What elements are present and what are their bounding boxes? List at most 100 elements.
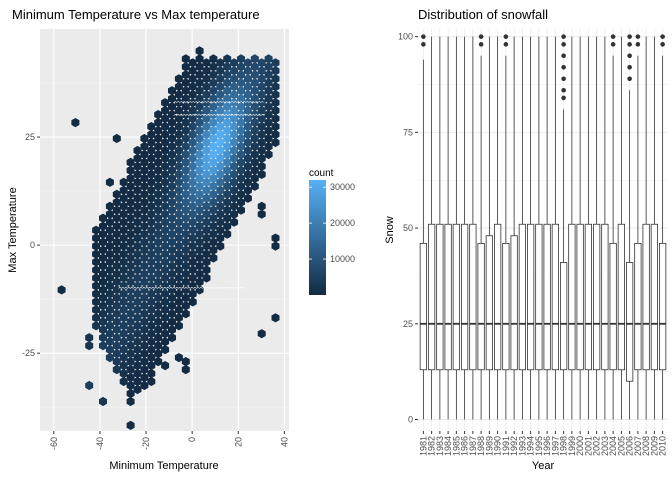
- hexbin-cell: [126, 309, 135, 319]
- hexbin-cell: [202, 106, 211, 116]
- hexbin-cell: [105, 241, 114, 251]
- hexbin-cell: [147, 297, 156, 307]
- hexbin-cell: [237, 173, 245, 183]
- boxplot-x-tick-label: 2005: [616, 436, 626, 456]
- boxplot-x-tick-label: 1996: [542, 436, 552, 456]
- hexbin-cell: [126, 181, 135, 191]
- hexbin-cell: [202, 265, 211, 275]
- hexbin-cell: [112, 293, 121, 303]
- hexbin-cell: [112, 277, 121, 287]
- hexbin-cell: [264, 126, 273, 136]
- box-outlier-point: [503, 42, 509, 47]
- hexbin-cell: [140, 173, 149, 183]
- hexbin-cell: [168, 261, 176, 271]
- hexbin-cell: [161, 106, 170, 116]
- hexbin-cell: [209, 157, 218, 167]
- hexbin-cell: [154, 189, 163, 199]
- hexbin-cell: [119, 369, 128, 379]
- hexbin-cell: [223, 157, 232, 167]
- hexbin-cell: [188, 289, 197, 299]
- hexbin-cell: [216, 169, 225, 179]
- hexbin-cell: [250, 70, 259, 80]
- hexbin-cell: [133, 233, 142, 243]
- boxplot-x-tick-label: 2001: [583, 436, 593, 456]
- hexbin-cell: [92, 305, 101, 315]
- hexbin-cell: [147, 257, 156, 267]
- hexbin-cell: [188, 145, 197, 156]
- hexbin-cell: [181, 118, 190, 128]
- hexbin-cell: [147, 289, 156, 299]
- hexbin-cell: [168, 110, 176, 120]
- hexbin-cell: [188, 241, 197, 251]
- box-outlier-point: [503, 34, 509, 39]
- hexbin-cell: [133, 177, 142, 187]
- hexbin-cell: [223, 118, 232, 128]
- hexbin-x-tick-label: -40: [95, 437, 105, 450]
- boxplot-x-tick-label: 2010: [658, 436, 668, 456]
- hexbin-cell: [181, 62, 190, 72]
- hexbin-cell: [174, 225, 183, 235]
- hexbin-cell: [257, 114, 266, 124]
- hexbin-cell: [147, 265, 156, 275]
- hexbin-cell: [133, 257, 142, 267]
- hexbin-cell: [126, 333, 135, 343]
- hexbin-cell: [250, 118, 259, 128]
- hexbin-cell: [181, 157, 190, 167]
- hexbin-cell: [271, 122, 280, 132]
- hexbin-cell: [195, 277, 204, 287]
- boxplot-x-tick-label: 1999: [567, 436, 577, 456]
- hexbin-cell: [112, 317, 121, 327]
- hexbin-cell: [195, 126, 204, 136]
- hexbin-x-tick-label: 40: [279, 437, 289, 447]
- boxplot-x-tick-label: 1998: [559, 436, 569, 456]
- hexbin-cell: [168, 94, 176, 104]
- hexbin-cell: [243, 153, 252, 163]
- hexbin-cell: [161, 201, 170, 211]
- hexbin-cell: [195, 165, 204, 175]
- hexbin-cell: [105, 233, 114, 243]
- boxplot-x-tick-label: 1997: [550, 436, 560, 456]
- hexbin-cell: [168, 277, 176, 287]
- hexbin-cell: [119, 361, 128, 371]
- hexbin-cell: [57, 285, 66, 295]
- hexbin-cell: [119, 329, 128, 339]
- hexbin-cell: [223, 133, 232, 144]
- hexbin-cell: [174, 98, 183, 108]
- hexbin-cell: [230, 209, 239, 219]
- hexbin-cell: [105, 249, 114, 259]
- hexbin-cell: [147, 209, 156, 219]
- box-body: [626, 262, 634, 382]
- hexbin-cell: [230, 98, 239, 108]
- hexbin-cell: [243, 66, 252, 76]
- hexbin-cell: [147, 329, 156, 339]
- boxplot-x-tick-label: 1987: [468, 436, 478, 456]
- hexbin-cell: [126, 325, 135, 335]
- hexbin-cell: [181, 149, 190, 160]
- hexbin-cell: [195, 253, 204, 263]
- hexbin-cell: [154, 309, 163, 319]
- hexbin-cell: [250, 133, 259, 144]
- hexbin-cell: [154, 197, 163, 207]
- hexbin-cell: [174, 249, 183, 259]
- box-body: [436, 223, 444, 371]
- hexbin-cell: [99, 325, 107, 335]
- hexbin-cell: [181, 126, 190, 136]
- hexbin-cell: [174, 137, 183, 148]
- hexbin-cell: [168, 149, 176, 160]
- hexbin-cell: [202, 249, 211, 259]
- hexbin-cell: [161, 241, 170, 251]
- hexbin-cell: [161, 305, 170, 315]
- hexbin-cell: [188, 169, 197, 179]
- hexbin-cell: [181, 181, 190, 191]
- hexbin-cell: [168, 253, 176, 263]
- hexbin-cell: [126, 269, 135, 279]
- hexbin-cell: [195, 62, 204, 72]
- hexbin-cell: [209, 141, 218, 152]
- hexbin-cell: [188, 225, 197, 235]
- hexbin-cell: [230, 137, 239, 148]
- hexbin-cell: [195, 102, 204, 112]
- hexbin-cell: [237, 78, 245, 88]
- hexbin-cell: [126, 420, 135, 430]
- hexbin-cell: [154, 357, 163, 367]
- hexbin-cell: [264, 102, 273, 112]
